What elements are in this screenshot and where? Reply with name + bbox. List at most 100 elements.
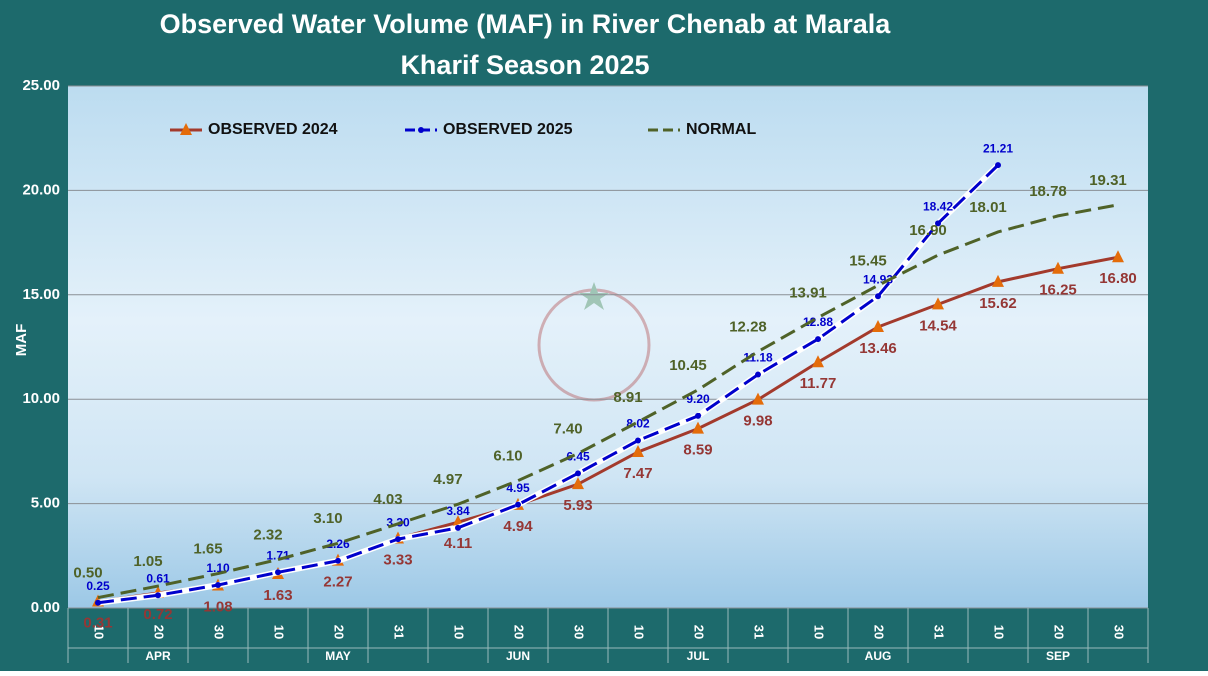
x-group-label: AUG bbox=[865, 649, 892, 663]
data-label: 7.40 bbox=[553, 420, 582, 437]
x-tick-label: 10 bbox=[92, 625, 107, 639]
data-label: 12.28 bbox=[729, 319, 767, 336]
data-label: 0.25 bbox=[86, 579, 110, 593]
series-line bbox=[97, 203, 1119, 600]
data-label: 4.95 bbox=[506, 481, 530, 495]
marker bbox=[575, 470, 581, 477]
data-label: 5.93 bbox=[563, 497, 592, 514]
data-label: 1.08 bbox=[203, 598, 232, 615]
data-label: 13.46 bbox=[859, 340, 897, 357]
data-label: 18.42 bbox=[923, 200, 953, 214]
data-label: 6.10 bbox=[493, 448, 522, 465]
data-label: 3.10 bbox=[313, 510, 342, 527]
data-label: 1.05 bbox=[133, 553, 162, 570]
data-label: 2.32 bbox=[253, 527, 282, 544]
data-label: 4.03 bbox=[373, 491, 402, 508]
data-label: 6.45 bbox=[566, 449, 590, 463]
x-group-label: MAY bbox=[325, 649, 351, 663]
data-label: 16.25 bbox=[1039, 282, 1077, 299]
data-label: 0.61 bbox=[146, 571, 170, 585]
legend-label: NORMAL bbox=[686, 121, 756, 138]
legend-marker bbox=[180, 123, 192, 135]
marker bbox=[812, 355, 824, 368]
y-tick-label: 5.00 bbox=[31, 495, 60, 512]
x-tick-label: 31 bbox=[392, 625, 407, 639]
legend-label: OBSERVED 2024 bbox=[208, 121, 338, 138]
data-label: 9.20 bbox=[686, 392, 710, 406]
marker bbox=[875, 293, 881, 300]
data-label: 7.47 bbox=[623, 465, 652, 482]
data-label: 1.63 bbox=[263, 587, 292, 604]
marker bbox=[635, 437, 641, 444]
marker bbox=[755, 371, 761, 378]
data-label: 1.65 bbox=[193, 541, 222, 558]
marker bbox=[752, 392, 764, 405]
data-label: 0.72 bbox=[143, 606, 172, 623]
x-tick-label: 31 bbox=[752, 625, 767, 639]
data-label: 8.91 bbox=[613, 389, 642, 406]
y-tick-label: 15.00 bbox=[22, 286, 60, 303]
marker bbox=[275, 569, 281, 576]
marker bbox=[995, 162, 1001, 169]
plot-area bbox=[68, 86, 1148, 608]
x-tick-label: 10 bbox=[632, 625, 647, 639]
x-tick-label: 10 bbox=[272, 625, 287, 639]
marker bbox=[1052, 261, 1064, 274]
legend-marker bbox=[418, 127, 424, 133]
x-tick-label: 10 bbox=[452, 625, 467, 639]
chart-subtitle: Kharif Season 2025 bbox=[400, 50, 649, 80]
y-tick-label: 20.00 bbox=[22, 181, 60, 198]
x-group-label: JUL bbox=[687, 649, 710, 663]
marker bbox=[695, 412, 701, 419]
marker bbox=[815, 336, 821, 343]
marker bbox=[992, 274, 1004, 287]
x-tick-label: 10 bbox=[992, 625, 1007, 639]
marker bbox=[932, 297, 944, 310]
data-label: 13.91 bbox=[789, 285, 827, 302]
data-label: 16.90 bbox=[909, 222, 947, 239]
x-group-label: APR bbox=[145, 649, 171, 663]
data-label: 3.33 bbox=[383, 551, 412, 568]
marker bbox=[455, 524, 461, 531]
data-label: 3.84 bbox=[446, 504, 470, 518]
watermark-logo bbox=[537, 282, 651, 402]
x-tick-label: 30 bbox=[572, 625, 587, 639]
y-axis-label: MAF bbox=[13, 324, 30, 357]
marker bbox=[215, 582, 221, 589]
x-group-label: SEP bbox=[1046, 649, 1070, 663]
data-label: 4.94 bbox=[503, 518, 533, 535]
marker bbox=[632, 445, 644, 458]
data-label: 0.50 bbox=[73, 565, 102, 582]
marker bbox=[1112, 250, 1124, 263]
data-label: 16.80 bbox=[1099, 270, 1137, 287]
marker bbox=[155, 592, 161, 599]
y-tick-label: 25.00 bbox=[22, 77, 60, 94]
x-tick-label: 31 bbox=[932, 625, 947, 639]
x-tick-label: 20 bbox=[1052, 625, 1067, 639]
data-label: 0.31 bbox=[83, 614, 112, 631]
data-label: 10.45 bbox=[669, 357, 707, 374]
x-tick-label: 20 bbox=[152, 625, 167, 639]
marker bbox=[872, 319, 884, 332]
x-tick-label: 20 bbox=[872, 625, 887, 639]
data-label: 18.78 bbox=[1029, 183, 1067, 200]
x-tick-label: 30 bbox=[1112, 625, 1127, 639]
data-label: 4.11 bbox=[444, 535, 472, 552]
marker bbox=[692, 421, 704, 434]
x-tick-label: 20 bbox=[512, 625, 527, 639]
series-line bbox=[97, 164, 1000, 605]
x-tick-label: 30 bbox=[212, 625, 227, 639]
marker bbox=[572, 477, 584, 490]
chart-title: Observed Water Volume (MAF) in River Che… bbox=[160, 9, 892, 39]
x-tick-label: 20 bbox=[692, 625, 707, 639]
data-label: 2.27 bbox=[323, 574, 352, 591]
data-label: 2.26 bbox=[326, 537, 350, 551]
data-label: 15.62 bbox=[979, 295, 1017, 312]
y-tick-label: 0.00 bbox=[31, 599, 60, 616]
data-label: 15.45 bbox=[849, 252, 887, 269]
marker bbox=[95, 599, 101, 606]
data-label: 18.01 bbox=[969, 199, 1007, 216]
data-label: 12.88 bbox=[803, 315, 833, 329]
data-label: 11.18 bbox=[743, 351, 773, 365]
data-label: 4.97 bbox=[433, 471, 462, 488]
